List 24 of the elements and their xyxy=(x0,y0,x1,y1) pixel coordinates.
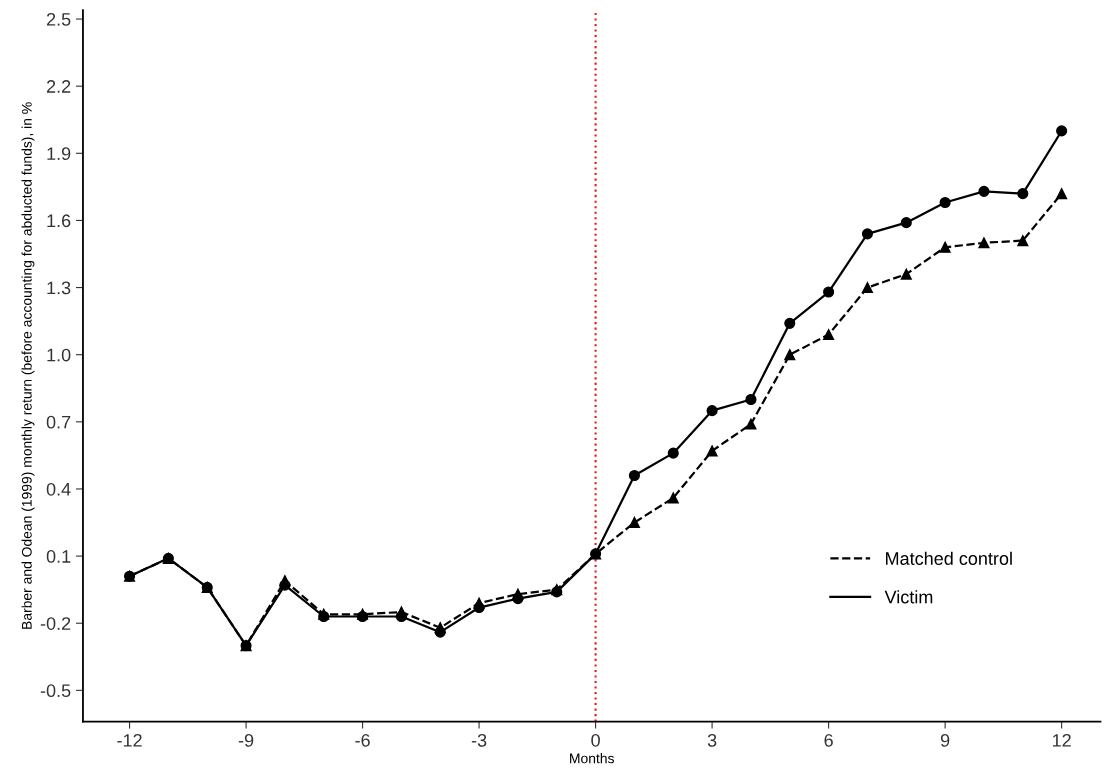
x-tick-label: 0 xyxy=(591,733,600,747)
y-tick-label: -0.2 xyxy=(40,617,71,630)
x-axis-title: Months xyxy=(570,753,614,764)
y-tick-label: -0.5 xyxy=(40,684,71,698)
y-tick-label: 2.2 xyxy=(46,80,71,93)
legend-label: Matched control xyxy=(886,551,1012,565)
y-tick-label: 1.3 xyxy=(47,281,71,295)
x-tick-label: -3 xyxy=(471,733,487,747)
y-tick-label: 0.7 xyxy=(46,415,71,429)
x-tick-label: 3 xyxy=(707,733,717,747)
y-tick-label: 0.1 xyxy=(46,550,71,563)
legend-label: Victim xyxy=(884,590,933,604)
y-tick-label: 1.0 xyxy=(47,348,71,362)
x-tick-label: 6 xyxy=(824,733,833,747)
y-tick-label: 1.9 xyxy=(47,147,71,161)
y-tick-label: 1.6 xyxy=(47,214,71,228)
x-tick-label: -6 xyxy=(355,733,370,747)
y-tick-label: 2.5 xyxy=(46,12,71,26)
x-tick-label: 12 xyxy=(1052,733,1071,747)
x-tick-label: -9 xyxy=(238,733,254,747)
y-axis-title: Barber and Odean (1999) monthly return (before accounting for abducted funds), in % xyxy=(21,102,35,629)
y-tick-label: 0.4 xyxy=(46,482,71,496)
x-tick-label: 9 xyxy=(940,733,950,747)
x-tick-label: -12 xyxy=(117,733,142,747)
